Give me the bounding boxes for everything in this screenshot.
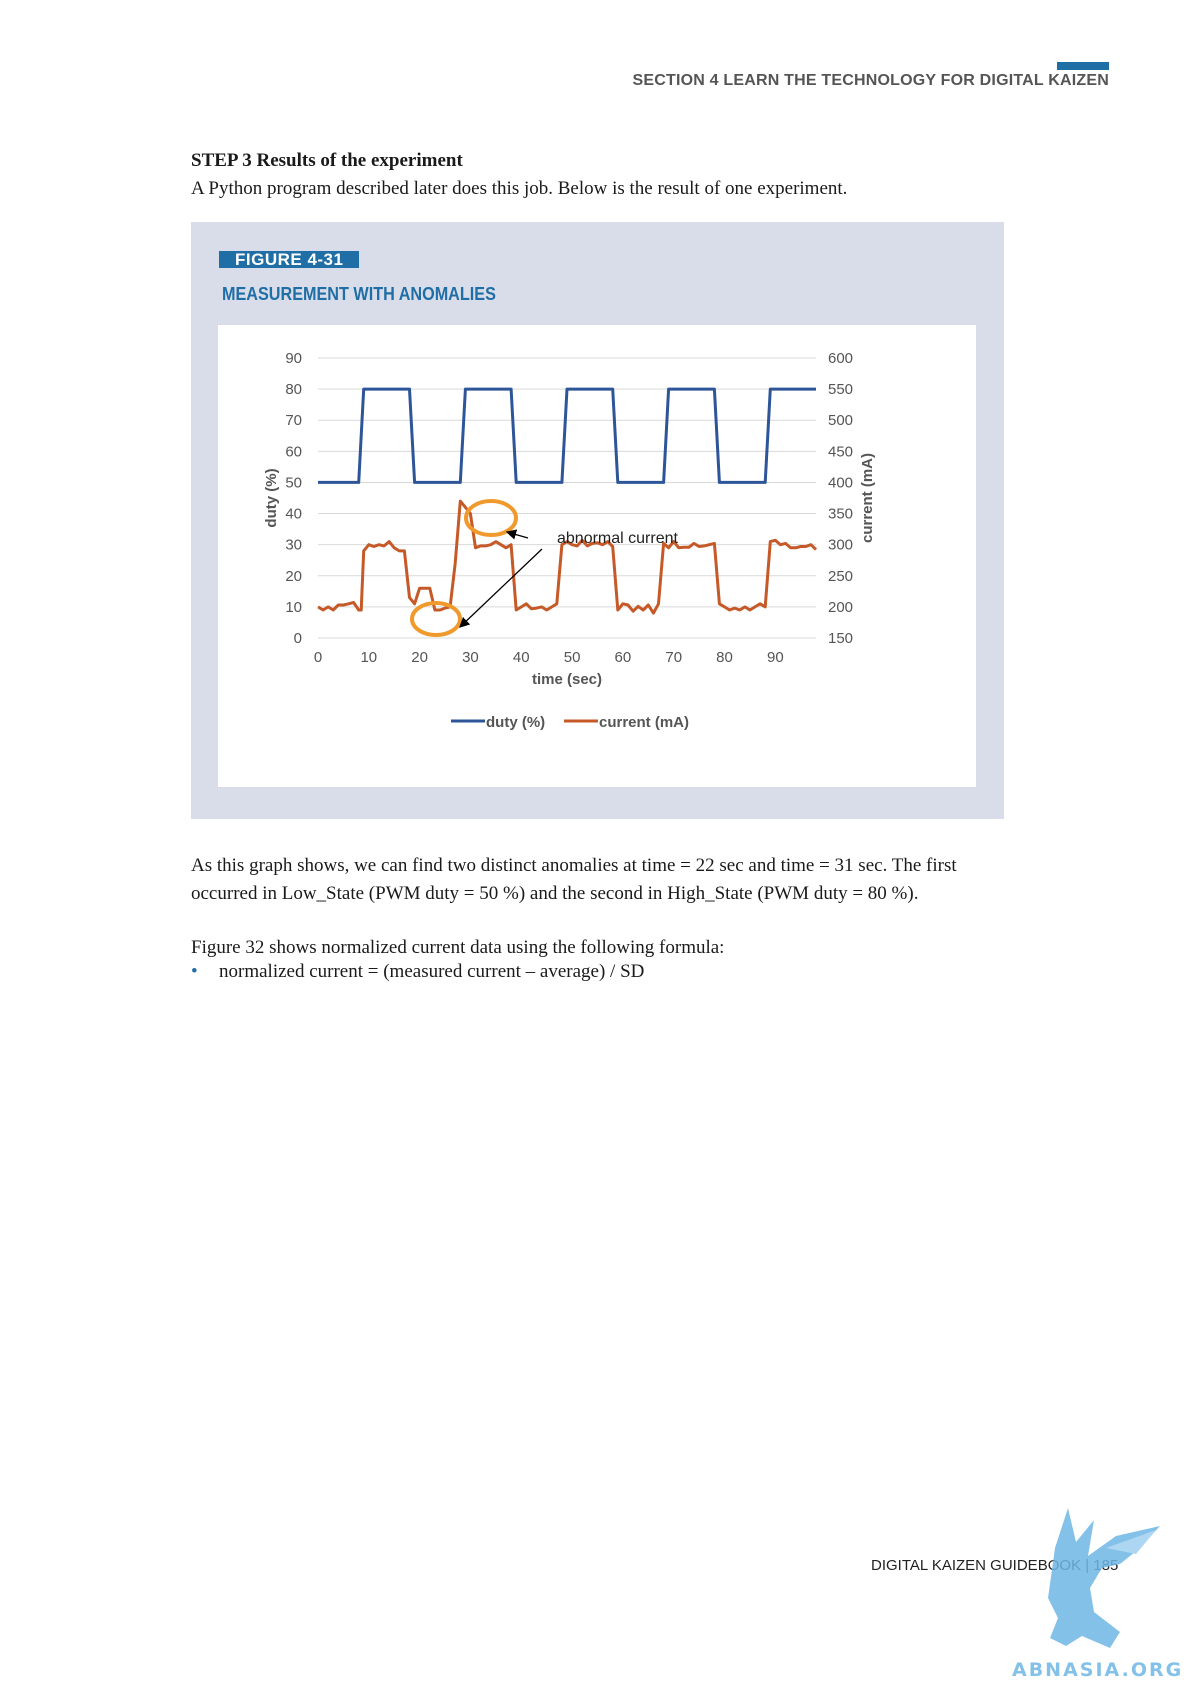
y-tick-label: 80 xyxy=(285,381,302,398)
x-axis-title: time (sec) xyxy=(532,671,602,688)
anomaly-highlight-1 xyxy=(410,601,462,637)
y-tick-label: 30 xyxy=(285,537,302,554)
figure-label: FIGURE 4-31 xyxy=(219,251,360,268)
abnasia-watermark-logo: ABNASIA.ORG xyxy=(1012,1508,1183,1681)
x-tick-label: 30 xyxy=(462,649,479,666)
y-tick-label: 90 xyxy=(285,350,302,367)
y2-tick-label: 250 xyxy=(828,568,853,585)
figure-box: FIGURE 4-31 MEASUREMENT WITH ANOMALIES 0… xyxy=(191,222,1004,819)
y-tick-label: 0 xyxy=(294,630,302,647)
x-tick-label: 0 xyxy=(314,649,322,666)
y2-tick-label: 550 xyxy=(828,381,853,398)
x-tick-label: 60 xyxy=(615,649,632,666)
series-line-duty xyxy=(318,387,816,484)
y2-tick-label: 400 xyxy=(828,474,853,491)
y-tick-label: 70 xyxy=(285,412,302,429)
y2-tick-label: 350 xyxy=(828,506,853,523)
step-title: STEP 3 Results of the experiment xyxy=(191,150,463,171)
analysis-paragraph: As this graph shows, we can find two dis… xyxy=(191,855,957,904)
x-tick-label: 70 xyxy=(665,649,682,666)
watermark-text: ABNASIA.ORG xyxy=(1012,1659,1183,1681)
chart-panel: 0 10 20 30 40 50 60 70 80 90 150 200 250 300 350 400 450… xyxy=(218,325,976,787)
y-tick-label: 40 xyxy=(285,506,302,523)
y2-tick-label: 200 xyxy=(828,599,853,616)
formula-intro: Figure 32 shows normalized current data … xyxy=(191,937,725,958)
annotation-arrow-2 xyxy=(459,548,543,628)
y2-tick-label: 500 xyxy=(828,412,853,429)
x-tick-label: 10 xyxy=(360,649,377,666)
y2-axis-title: current (mA) xyxy=(859,453,876,543)
formula-bullet: • normalized current = (measured current … xyxy=(191,961,644,983)
series-line-current xyxy=(317,499,818,615)
x-tick-label: 50 xyxy=(564,649,581,666)
step-description: A Python program described later does th… xyxy=(191,178,848,199)
y-tick-label: 60 xyxy=(285,443,302,460)
section-accent-bar xyxy=(1057,62,1109,70)
y-tick-label: 20 xyxy=(285,568,302,585)
x-tick-label: 80 xyxy=(716,649,733,666)
y-tick-label: 10 xyxy=(285,599,302,616)
y-tick-label: 50 xyxy=(285,474,302,491)
x-tick-label: 40 xyxy=(513,649,530,666)
y2-tick-label: 150 xyxy=(828,630,853,647)
formula-text: normalized current = (measured current –… xyxy=(219,961,645,982)
y-axis-title: duty (%) xyxy=(263,468,280,527)
legend-label: duty (%) xyxy=(486,714,545,731)
x-tick-label: 20 xyxy=(411,649,428,666)
anomaly-highlight-2 xyxy=(464,499,518,537)
measurement-chart: 0102030405060708090150200250300350400450… xyxy=(263,350,876,731)
y2-tick-label: 300 xyxy=(828,537,853,554)
y2-tick-label: 450 xyxy=(828,443,853,460)
bullet-dot-icon: • xyxy=(191,961,198,982)
annotation-label: abnormal current xyxy=(557,530,679,547)
legend-label: current (mA) xyxy=(599,714,689,731)
x-tick-label: 90 xyxy=(767,649,784,666)
annotation-arrow-1 xyxy=(505,529,529,540)
section-header: SECTION 4 LEARN THE TECHNOLOGY FOR DIGIT… xyxy=(632,72,1109,89)
figure-title: MEASUREMENT WITH ANOMALIES xyxy=(222,284,496,304)
y2-tick-label: 600 xyxy=(828,350,853,367)
